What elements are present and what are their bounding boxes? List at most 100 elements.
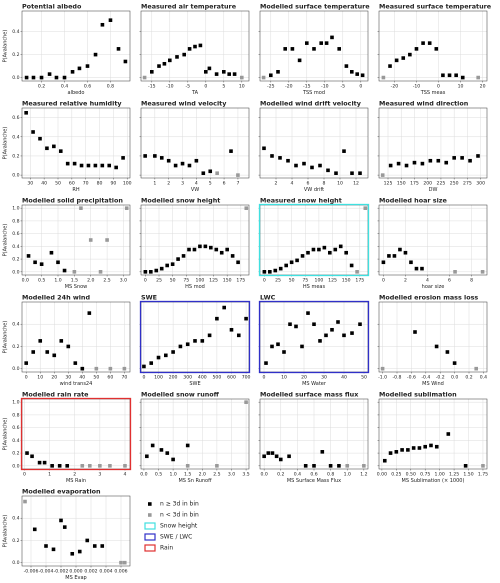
- x-tick-label: 20: [480, 84, 486, 90]
- data-point: [77, 549, 82, 554]
- x-tick-label: 0.5: [38, 278, 45, 284]
- x-tick-label: 1.5: [71, 278, 78, 284]
- x-tick-label: 7: [236, 181, 239, 187]
- data-point: [284, 263, 288, 268]
- x-tick-label: -5: [186, 84, 191, 90]
- x-tick-label: 20: [301, 375, 307, 381]
- data-point: [320, 450, 325, 454]
- data-point: [434, 344, 439, 349]
- x-tick-label: 30: [321, 375, 327, 381]
- plot-frame: [21, 204, 131, 276]
- data-point: [87, 311, 92, 315]
- data-point: [350, 331, 354, 335]
- data-point: [229, 327, 234, 332]
- data-point: [388, 163, 393, 168]
- data-point: [37, 460, 42, 465]
- x-tick-label: 1.0: [54, 278, 61, 284]
- x-tick-label: 200: [423, 181, 432, 187]
- data-point: [185, 342, 190, 347]
- data-point: [409, 260, 413, 265]
- x-tick-label: 0: [142, 375, 145, 381]
- panel-title: Measured snow height: [260, 197, 342, 205]
- x-tick-label: 0.0: [451, 375, 458, 381]
- y-tick-label: 0.8: [12, 218, 19, 224]
- x-tick-label: 30: [65, 375, 71, 381]
- data-point: [312, 464, 316, 468]
- data-point: [198, 244, 202, 249]
- data-point: [31, 75, 36, 80]
- data-point: [480, 270, 485, 274]
- data-point: [305, 41, 309, 45]
- x-axis-label: DW: [429, 187, 438, 193]
- x-tick-label: 30: [27, 181, 33, 187]
- panel-title: Modelled wind drift velocity: [260, 100, 362, 108]
- x-tick-label: 0.6: [84, 84, 91, 90]
- data-point: [326, 168, 330, 173]
- data-point: [214, 247, 219, 252]
- x-tick-label: 0.75: [420, 472, 430, 478]
- data-point: [80, 464, 85, 468]
- x-tick-label: 70: [83, 181, 89, 187]
- data-point: [98, 270, 103, 274]
- data-point: [261, 75, 266, 80]
- x-tick-label: -0.2: [436, 375, 445, 381]
- x-tick-label: 1: [153, 181, 156, 187]
- x-tick-label: 20: [51, 375, 57, 381]
- data-point: [79, 206, 83, 210]
- data-point: [88, 238, 93, 242]
- panel-title: Modelled surface temperature: [260, 3, 370, 11]
- data-point: [324, 41, 329, 45]
- data-point: [317, 247, 321, 252]
- panel-title: Modelled snow runoff: [141, 391, 220, 399]
- panel-title: Modelled 24h wind: [22, 294, 90, 302]
- data-point: [312, 47, 316, 51]
- x-tick-label: 100: [154, 375, 163, 381]
- data-point: [93, 52, 98, 57]
- x-tick-label: 6: [448, 278, 451, 284]
- y-tick-label: 0.2: [12, 52, 19, 58]
- plot-area: [141, 205, 249, 275]
- data-point: [310, 165, 314, 170]
- x-axis-label: VW: [191, 187, 199, 193]
- y-tick-label: 0.2: [12, 344, 19, 350]
- data-point: [278, 457, 283, 462]
- plot-frame: [21, 495, 131, 567]
- data-point: [403, 250, 408, 255]
- x-tick-label: 40: [341, 375, 347, 381]
- x-tick-label: 4: [291, 181, 294, 187]
- x-tick-label: 2: [404, 278, 407, 284]
- data-point: [142, 364, 146, 369]
- data-point: [295, 258, 299, 263]
- x-tick-label: 1.5: [184, 472, 191, 478]
- x-tick-label: 40: [79, 375, 85, 381]
- legend-label: n < 3d in bin: [160, 512, 199, 519]
- data-point: [434, 47, 439, 51]
- data-point: [56, 260, 60, 265]
- data-point: [417, 446, 422, 450]
- data-point: [52, 353, 57, 358]
- x-tick-label: -10: [413, 84, 421, 90]
- data-point: [294, 324, 298, 329]
- data-point: [286, 158, 290, 163]
- plot-frame: [140, 398, 250, 470]
- x-tick-label: 3: [98, 472, 101, 478]
- data-point: [476, 154, 480, 158]
- data-point: [337, 47, 341, 51]
- data-point: [283, 47, 287, 51]
- data-point: [52, 144, 56, 149]
- x-tick-label: 5: [209, 181, 212, 187]
- data-point: [38, 339, 43, 343]
- x-tick-label: -0.6: [407, 375, 416, 381]
- data-point: [413, 330, 417, 334]
- x-tick-label: -25: [267, 84, 275, 90]
- x-tick-label: 250: [450, 181, 459, 187]
- x-tick-label: -0.8: [393, 375, 402, 381]
- y-axis-label: P(Avalanche): [3, 321, 9, 354]
- x-tick-label: 0.4: [480, 375, 487, 381]
- data-point: [168, 58, 172, 63]
- x-tick-label: 150: [223, 278, 232, 284]
- data-point: [149, 361, 154, 365]
- legend-box: [144, 533, 156, 541]
- data-point: [62, 75, 67, 80]
- panel-title: Modelled hoar size: [379, 197, 448, 205]
